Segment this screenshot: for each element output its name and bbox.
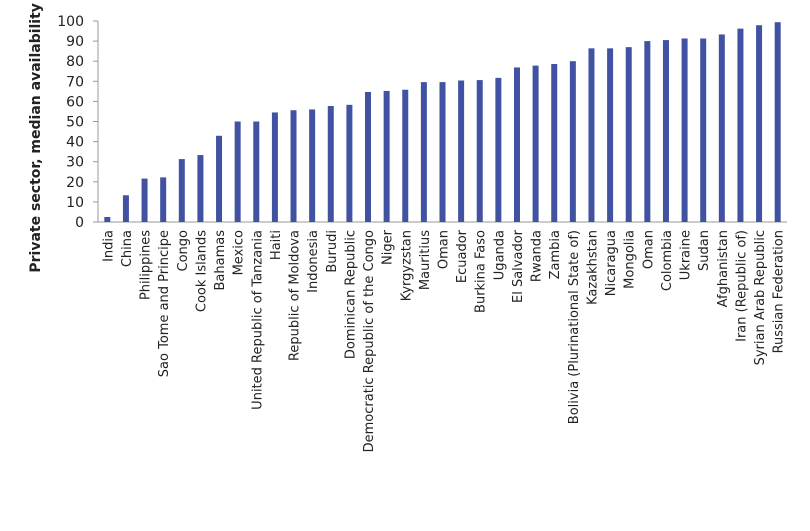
bar (476, 80, 483, 223)
y-axis-label: Private sector, median availability (%) (28, 0, 44, 273)
y-tick-label: 80 (66, 54, 84, 70)
x-tick-label: Republic of Moldova (288, 230, 303, 361)
bar (737, 28, 744, 222)
x-tick-label: Dominican Republic (343, 230, 358, 359)
bar (681, 38, 688, 222)
x-tick-label: Rwanda (530, 230, 545, 282)
x-tick-label: United Republic of Tanzania (250, 230, 265, 410)
x-tick-label: Kyrgyzstan (399, 230, 414, 301)
bar (495, 77, 502, 223)
x-tick-label: Congo (176, 230, 191, 272)
x-tick-label: Mexico (232, 230, 247, 275)
bar (458, 80, 465, 222)
y-tick-label: 50 (66, 115, 84, 131)
x-tick-label: China (120, 230, 135, 267)
x-tick-label: Burudi (325, 230, 340, 273)
bar (569, 61, 576, 223)
x-tick-label: Mongolia (623, 230, 638, 289)
bar (513, 67, 520, 222)
x-tick-label: Uganda (492, 230, 507, 280)
bar (551, 64, 558, 222)
x-tick-label: Afghanistan (716, 230, 731, 307)
x-tick-label: Niger (381, 229, 396, 265)
x-tick-label: Zambia (548, 230, 563, 279)
y-tick-label: 30 (66, 155, 84, 171)
bar (197, 155, 204, 222)
bar (588, 48, 595, 222)
bar (178, 159, 185, 222)
bar (234, 121, 241, 222)
bar (644, 41, 651, 222)
x-tick-label: Sao Tome and Principe (157, 230, 172, 377)
bar (383, 90, 390, 222)
y-tick-label: 10 (66, 195, 84, 211)
x-tick-label: Ecuador (455, 229, 470, 283)
x-tick-label: Iran (Republic of) (734, 230, 749, 342)
bar (756, 25, 763, 222)
bar (718, 34, 725, 223)
x-tick-label: Oman (641, 230, 656, 269)
bar (160, 177, 167, 222)
y-tick-label: 20 (66, 175, 84, 191)
x-tick-label: India (101, 230, 116, 262)
bar (420, 82, 427, 222)
x-tick-label: Democratic Republic of the Congo (362, 230, 377, 452)
bar (365, 91, 372, 222)
bar (327, 106, 334, 222)
y-tick-label: 100 (57, 14, 84, 30)
bar (402, 89, 409, 222)
x-tick-label: Sudan (697, 230, 712, 271)
bar (700, 38, 707, 222)
bar (104, 216, 111, 222)
bar (625, 47, 632, 222)
x-tick-label: Nicaragua (604, 230, 619, 296)
y-tick-label: 70 (66, 74, 84, 90)
bar (607, 48, 614, 222)
bar (346, 104, 353, 222)
bar (290, 110, 297, 222)
x-tick-label: Bolivia (Plurinational State of) (567, 230, 582, 424)
y-tick-label: 90 (66, 34, 84, 50)
x-tick-label: Mauritius (418, 230, 433, 290)
y-tick-label: 40 (66, 135, 84, 151)
x-tick-label: Kazakhstan (585, 230, 600, 305)
x-tick-label: Syrian Arab Republic (753, 230, 768, 365)
x-tick-label: El Salvador (511, 229, 526, 303)
x-tick-label: Cook Islands (194, 230, 209, 312)
x-tick-label: Burkina Faso (474, 230, 489, 313)
x-tick-label: Ukraine (679, 230, 694, 280)
x-tick-label: Indonesia (306, 230, 321, 293)
bar (253, 121, 260, 222)
bar (662, 40, 669, 222)
bar (774, 22, 781, 223)
x-tick-label: Bahamas (213, 230, 228, 291)
x-tick-label: Philippines (139, 230, 154, 300)
y-tick-label: 0 (75, 215, 84, 231)
bar (216, 135, 223, 222)
bar (141, 178, 148, 222)
bar (122, 195, 129, 222)
bar (532, 65, 539, 222)
x-tick-label: Russian Federation (772, 230, 787, 353)
x-tick-label: Haiti (269, 230, 284, 260)
bar (271, 112, 278, 222)
bar (439, 82, 446, 222)
x-tick-label: Oman (437, 230, 452, 269)
x-tick-label: Colombia (660, 230, 675, 291)
bar (309, 109, 316, 222)
y-tick-label: 60 (66, 94, 84, 110)
